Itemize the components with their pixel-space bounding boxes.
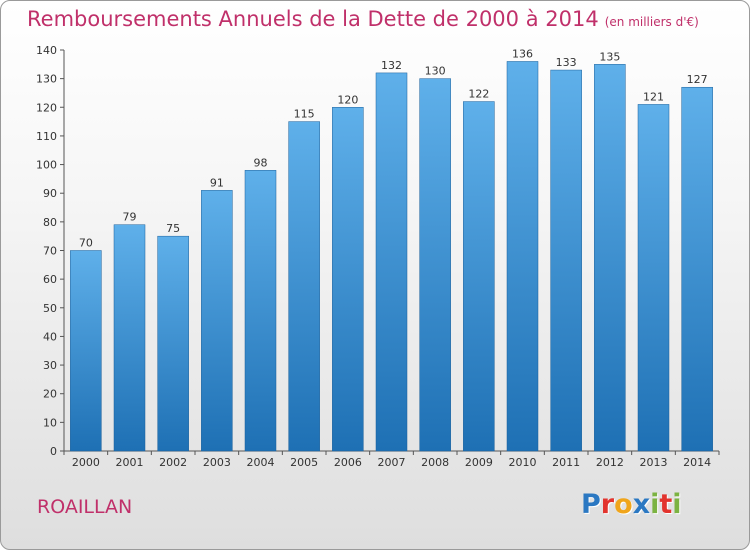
logo-letter: i xyxy=(650,489,660,520)
y-tick-label: 100 xyxy=(36,159,57,172)
value-label-2003: 91 xyxy=(210,176,224,189)
bar-2000 xyxy=(70,250,102,452)
value-labels: 70 79 75 91 98 115 120 132 130 122 136 133 135 121 127 xyxy=(79,47,708,249)
value-label-2006: 120 xyxy=(337,93,358,106)
value-label-2007: 132 xyxy=(381,59,402,72)
y-tick-label: 10 xyxy=(43,416,57,429)
bar-2008 xyxy=(419,78,451,452)
bar-2007 xyxy=(375,72,408,452)
x-tick-label: 2009 xyxy=(465,456,493,469)
bar-2014 xyxy=(681,86,713,452)
bar-2009 xyxy=(463,101,495,452)
x-tick-label: 2002 xyxy=(159,456,187,469)
value-label-2001: 79 xyxy=(123,211,137,224)
y-tick-label: 130 xyxy=(36,73,57,86)
value-label-2005: 115 xyxy=(294,108,315,121)
x-tick-label: 2010 xyxy=(509,456,537,469)
chart-title-text: Remboursements Annuels de la Dette de 20… xyxy=(27,7,599,31)
value-label-2013: 121 xyxy=(643,90,664,103)
y-tick-label: 30 xyxy=(43,359,57,372)
value-label-2011: 133 xyxy=(556,56,577,69)
x-tick-label: 2011 xyxy=(552,456,580,469)
bar-2006 xyxy=(332,107,364,452)
y-tick-label: 40 xyxy=(43,330,57,343)
bar-2011 xyxy=(550,69,582,452)
logo-letter: i xyxy=(672,489,682,520)
y-tick-label: 80 xyxy=(43,216,57,229)
town-name: ROAILLAN xyxy=(37,496,133,518)
y-tick-label: 50 xyxy=(43,302,57,315)
value-label-2004: 98 xyxy=(254,156,268,169)
x-tick-label: 2007 xyxy=(378,456,406,469)
bar-2013 xyxy=(637,104,670,452)
logo-letter: t xyxy=(659,489,673,520)
logo-letter: r xyxy=(600,489,615,520)
value-label-2009: 122 xyxy=(468,88,489,101)
value-label-2014: 127 xyxy=(687,73,708,86)
chart-subtitle: (en milliers d'€) xyxy=(604,15,699,29)
bar-2003 xyxy=(201,190,233,452)
bars xyxy=(70,61,713,452)
axes: 0 10 20 30 40 50 60 70 80 90 100 110 120 130 140 2000 20… xyxy=(36,44,720,469)
bar-2002 xyxy=(157,235,189,452)
logo-letter: P xyxy=(581,489,601,520)
y-tick-label: 140 xyxy=(36,44,57,57)
x-tick-label: 2006 xyxy=(334,456,362,469)
x-tick-label: 2013 xyxy=(640,456,668,469)
x-tick-label: 2012 xyxy=(596,456,624,469)
value-label-2002: 75 xyxy=(166,222,180,235)
y-tick-label: 0 xyxy=(50,445,57,458)
bar-2001 xyxy=(113,224,146,452)
y-tick-label: 60 xyxy=(43,273,57,286)
bar-2004 xyxy=(244,170,277,452)
logo-letter: o xyxy=(614,489,633,520)
bar-2012 xyxy=(594,64,626,452)
y-tick-label: 20 xyxy=(43,388,57,401)
x-tick-label: 2001 xyxy=(116,456,144,469)
x-tick-label: 2004 xyxy=(247,456,275,469)
y-tick-label: 110 xyxy=(36,130,57,143)
logo-letter: x xyxy=(632,489,651,520)
value-label-2012: 135 xyxy=(599,50,620,63)
x-tick-label: 2008 xyxy=(421,456,449,469)
y-tick-label: 90 xyxy=(43,187,57,200)
proxiti-logo: Proxiti xyxy=(581,489,682,520)
y-tick-label: 70 xyxy=(43,245,57,258)
chart-title: Remboursements Annuels de la Dette de 20… xyxy=(27,7,699,31)
value-label-2008: 130 xyxy=(425,65,446,78)
x-tick-label: 2003 xyxy=(203,456,231,469)
x-tick-label: 2014 xyxy=(683,456,711,469)
bar-2010 xyxy=(506,61,539,452)
x-tick-label: 2005 xyxy=(290,456,318,469)
bar-2005 xyxy=(288,121,320,452)
y-tick-label: 120 xyxy=(36,101,57,114)
value-label-2000: 70 xyxy=(79,237,93,250)
value-label-2010: 136 xyxy=(512,47,533,60)
x-tick-label: 2000 xyxy=(72,456,100,469)
